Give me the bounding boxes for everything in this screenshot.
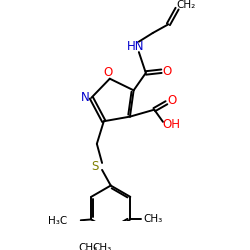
Text: OH: OH xyxy=(163,118,181,131)
Text: CH₂: CH₂ xyxy=(176,0,196,10)
Text: CH₃: CH₃ xyxy=(143,214,163,224)
Text: H₃C: H₃C xyxy=(48,216,67,226)
Text: N: N xyxy=(81,91,90,104)
Text: CH₃: CH₃ xyxy=(78,243,98,250)
Text: CH₃: CH₃ xyxy=(92,243,112,250)
Text: S: S xyxy=(92,160,99,173)
Text: HN: HN xyxy=(127,40,144,52)
Text: O: O xyxy=(104,66,113,79)
Text: O: O xyxy=(167,94,176,106)
Text: O: O xyxy=(162,65,171,78)
